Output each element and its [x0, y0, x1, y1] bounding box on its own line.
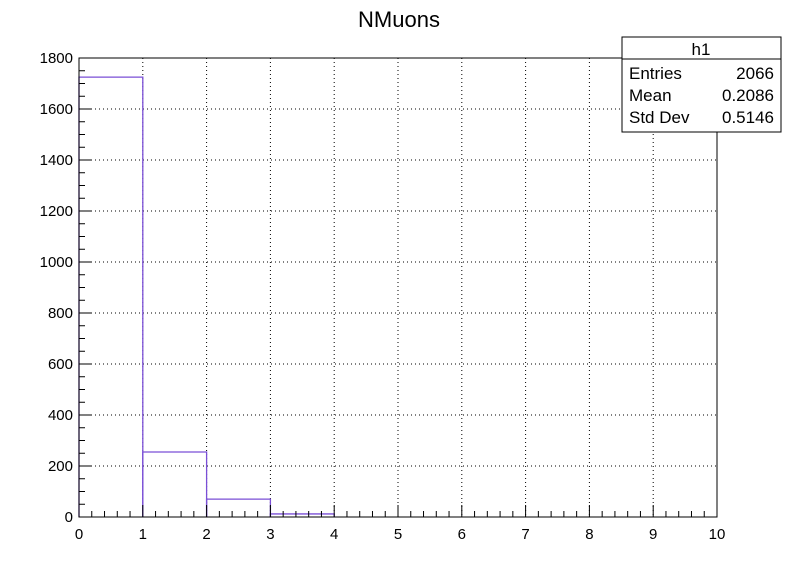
- y-tick-label: 1800: [40, 50, 73, 67]
- histogram-bin: [205, 498, 272, 517]
- x-tick-label: 7: [521, 526, 529, 543]
- x-axis-ticks: 0 1 2 3 4 5 6 7 8 9 10: [75, 505, 726, 543]
- stats-entries-value: 2066: [736, 64, 774, 83]
- stats-stddev-value: 0.5146: [722, 108, 774, 127]
- y-tick-label: 800: [48, 305, 73, 322]
- stats-box-frame: [621, 36, 782, 133]
- y-tick-label: 200: [48, 458, 73, 475]
- x-tick-label: 6: [458, 526, 466, 543]
- stats-stddev-label: Std Dev: [629, 108, 690, 127]
- x-tick-label: 1: [139, 526, 147, 543]
- chart-title: NMuons: [358, 7, 440, 32]
- x-tick-label: 4: [330, 526, 338, 543]
- y-tick-label: 1600: [40, 101, 73, 118]
- histogram-bin: [78, 76, 144, 517]
- y-tick-label: 0: [65, 509, 73, 526]
- stats-mean-label: Mean: [629, 86, 672, 105]
- x-tick-label: 9: [649, 526, 657, 543]
- y-tick-label: 1400: [40, 152, 73, 169]
- y-tick-label: 1200: [40, 203, 73, 220]
- y-tick-label: 600: [48, 356, 73, 373]
- stats-box-name: h1: [692, 40, 711, 59]
- x-tick-label: 3: [266, 526, 274, 543]
- histogram-bars: [78, 76, 335, 517]
- x-tick-label: 5: [394, 526, 402, 543]
- stats-mean-value: 0.2086: [722, 86, 774, 105]
- grid-lines: [79, 58, 717, 517]
- y-axis-ticks: 0 200 400 600 800 1000 1200 1400 1600 1800: [40, 50, 91, 526]
- x-tick-label: 0: [75, 526, 83, 543]
- stats-box: h1 Entries 2066 Mean 0.2086 Std Dev 0.51…: [621, 36, 782, 133]
- y-tick-label: 1000: [40, 254, 73, 271]
- histogram-bin: [142, 451, 208, 517]
- y-tick-label: 400: [48, 407, 73, 424]
- stats-entries-label: Entries: [629, 64, 682, 83]
- x-tick-label: 8: [585, 526, 593, 543]
- x-tick-label: 2: [202, 526, 210, 543]
- x-tick-label: 10: [709, 526, 726, 543]
